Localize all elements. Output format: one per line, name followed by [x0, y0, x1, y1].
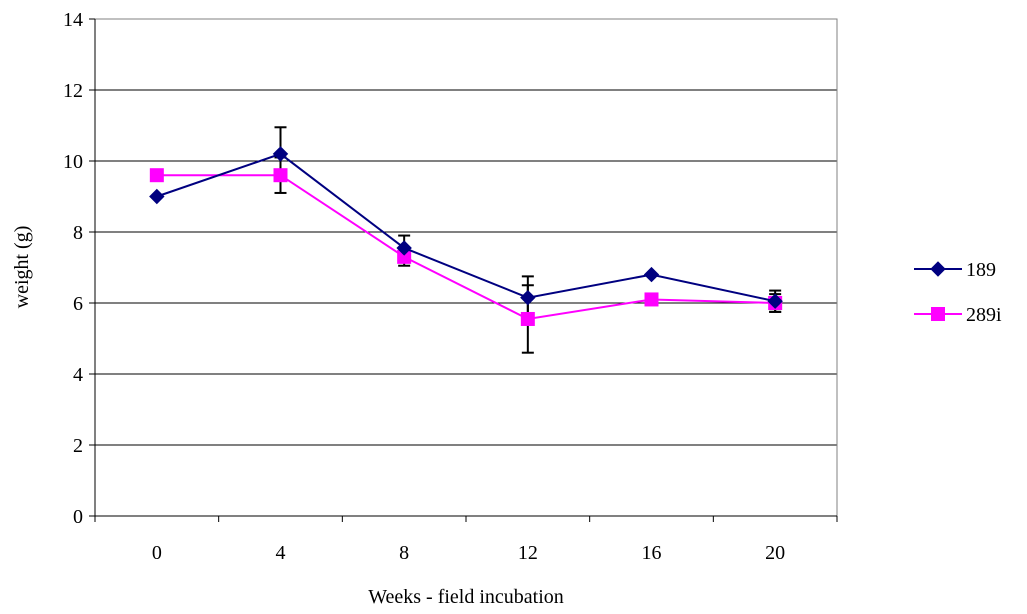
plot-area [94, 18, 838, 517]
y-tick-label: 10 [63, 151, 83, 173]
data-point-189 [272, 146, 289, 162]
legend-label: 289i [966, 304, 1002, 326]
data-point-189 [149, 188, 165, 205]
x-tick-label: 12 [518, 542, 538, 564]
x-tick-label: 8 [399, 542, 409, 564]
legend: 189 289i [914, 259, 1002, 326]
y-tick-label: 14 [63, 9, 83, 31]
legend-marker [931, 307, 945, 321]
y-tick-labels: 0 2 4 6 8 10 12 14 [63, 9, 83, 528]
y-tick-label: 0 [73, 506, 83, 528]
x-tick-label: 0 [152, 542, 162, 564]
legend-label: 189 [966, 259, 996, 281]
y-tick-label: 12 [63, 80, 83, 102]
data-point-189 [520, 289, 536, 306]
data-point-189 [643, 266, 660, 283]
x-tick-label: 20 [765, 542, 785, 564]
data-point-289i [644, 292, 659, 307]
y-axis-label: weight (g) [11, 226, 33, 309]
x-tick-label: 16 [642, 542, 662, 564]
series [149, 146, 783, 326]
y-tick-label: 2 [73, 435, 83, 457]
legend-marker [930, 261, 946, 277]
data-point-289i [520, 311, 535, 326]
series-line-289i [156, 174, 776, 321]
x-tick-label: 4 [276, 542, 286, 564]
y-tick-label: 8 [73, 222, 83, 244]
x-tick-labels: 0 4 8 12 16 20 [152, 542, 785, 564]
axes [89, 18, 838, 522]
data-point-189 [396, 240, 412, 256]
data-point-289i [273, 168, 288, 183]
data-point-189 [767, 293, 783, 309]
x-axis-label: Weeks - field incubation [368, 586, 564, 608]
y-tick-label: 6 [73, 293, 83, 315]
y-tick-label: 4 [73, 364, 83, 386]
series-line-189 [156, 152, 776, 303]
gridlines [95, 18, 837, 446]
data-point-289i [149, 168, 164, 183]
